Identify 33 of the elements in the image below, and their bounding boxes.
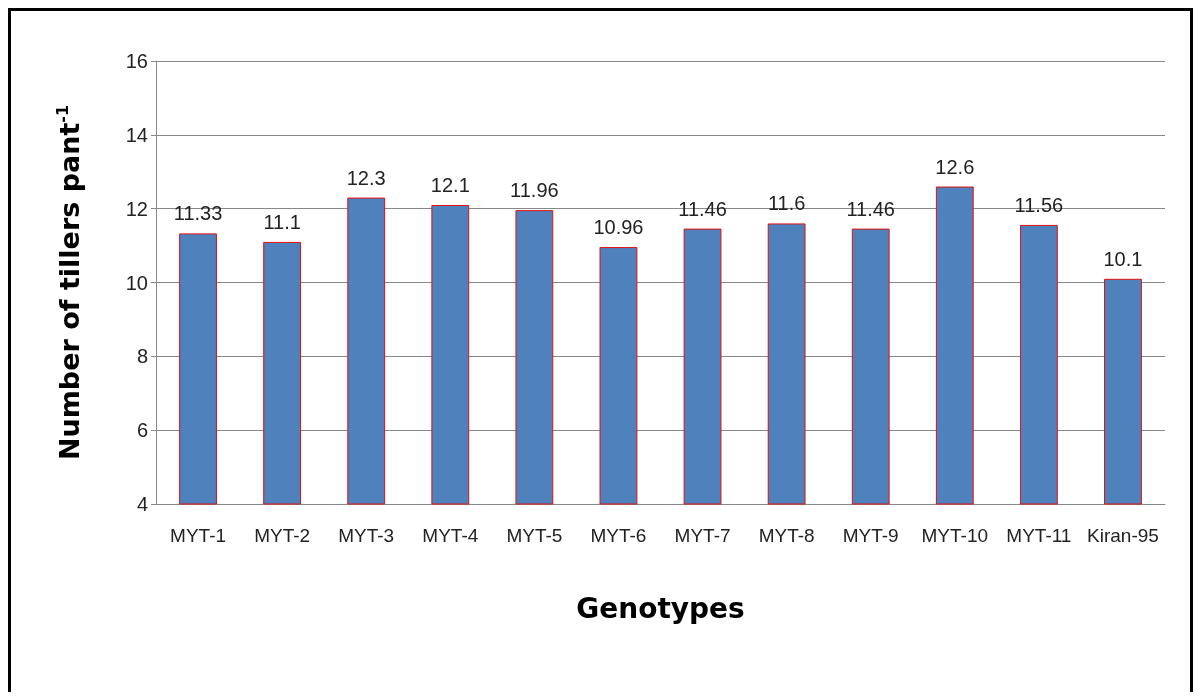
y-tick-label: 14 — [125, 123, 148, 146]
data-label: 11.33 — [173, 202, 223, 225]
data-label: 10.1 — [1103, 247, 1143, 270]
y-axis-title: Number of tillers pant-1 — [52, 104, 85, 461]
x-tick-label: MYT-9 — [842, 525, 899, 546]
data-label: 11.6 — [767, 192, 806, 215]
x-tick-label: MYT-7 — [674, 525, 731, 546]
x-tick-label: MYT-1 — [170, 525, 227, 546]
data-label: 10.96 — [593, 216, 644, 239]
data-label: 12.6 — [935, 155, 975, 178]
data-label: 11.46 — [678, 197, 727, 220]
x-tick-label: MYT-4 — [422, 525, 479, 546]
x-tick-label: MYT-2 — [254, 525, 311, 546]
data-label: 11.96 — [510, 179, 559, 202]
x-tick-label: MYT-3 — [338, 525, 395, 546]
x-tick-label: MYT-6 — [590, 525, 647, 546]
x-tick-label: Kiran-95 — [1087, 525, 1159, 546]
y-tick-label: 8 — [136, 345, 148, 368]
x-tick-label: MYT-10 — [921, 525, 989, 546]
data-label: 11.1 — [263, 210, 301, 233]
y-tick-label: 12 — [125, 197, 148, 220]
x-tick-label: MYT-8 — [758, 525, 815, 546]
x-tick-label: MYT-5 — [506, 525, 563, 546]
y-tick-label: 4 — [136, 493, 148, 515]
x-axis-title: Genotypes — [576, 591, 745, 625]
y-tick-label: 6 — [136, 419, 148, 442]
data-label: 12.1 — [430, 173, 470, 196]
y-tick-label: 16 — [125, 50, 148, 72]
data-label: 11.56 — [1014, 193, 1064, 216]
y-tick-label: 10 — [125, 271, 148, 294]
data-label: 11.46 — [846, 197, 895, 220]
x-tick-label: MYT-11 — [1006, 525, 1072, 546]
data-label: 12.3 — [346, 166, 386, 189]
